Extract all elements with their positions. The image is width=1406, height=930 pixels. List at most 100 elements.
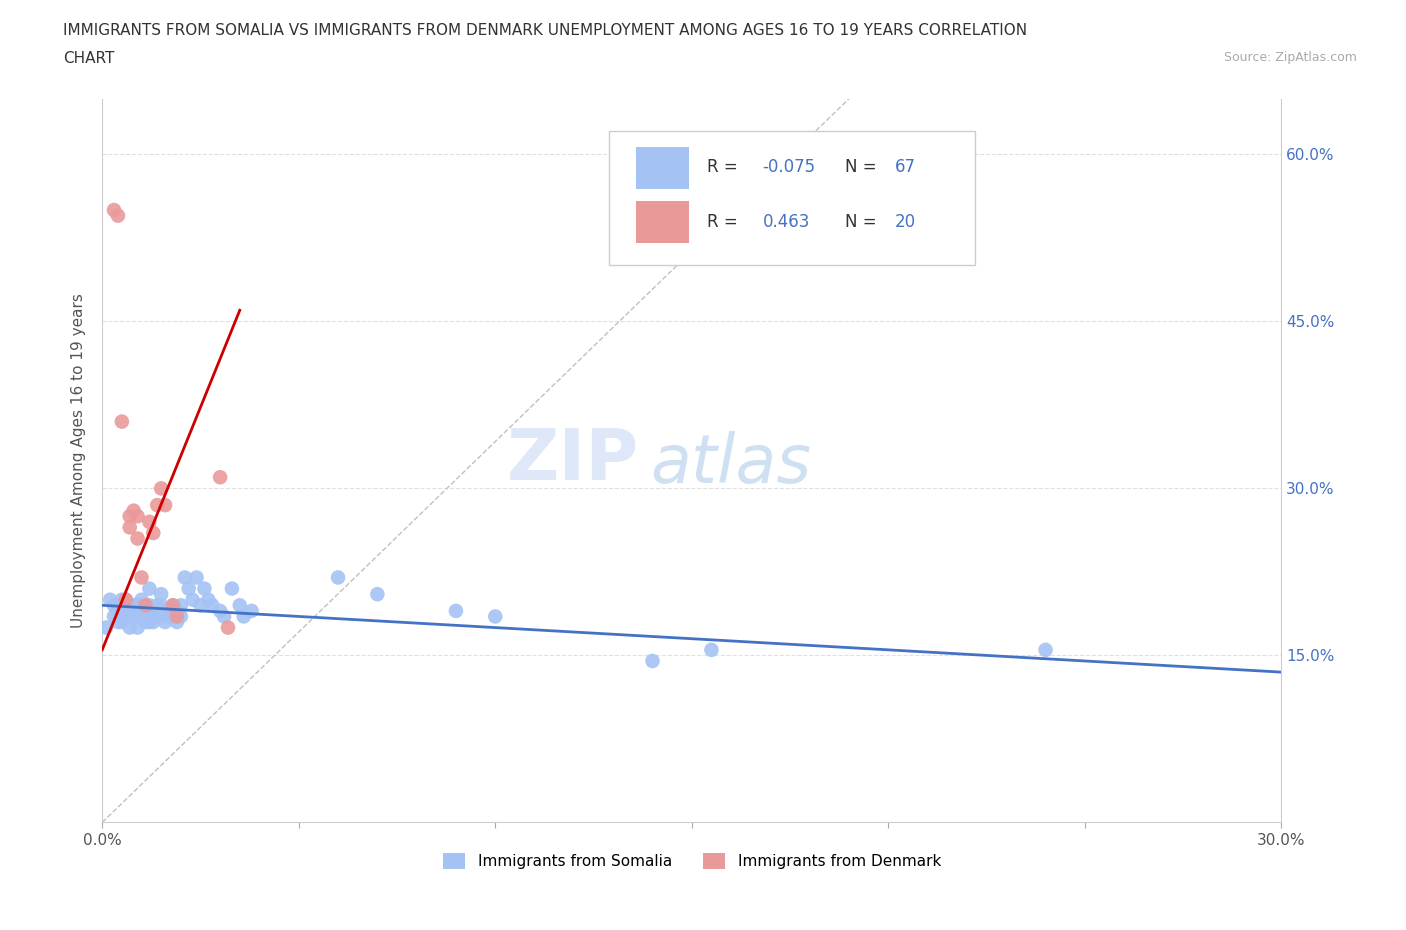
Point: [146, 498, 169, 512]
Point: [146, 598, 169, 613]
Point: [162, 609, 184, 624]
Point: [166, 615, 188, 630]
Point: [162, 598, 184, 613]
Point: [229, 598, 252, 613]
Point: [153, 498, 176, 512]
Text: atlas: atlas: [651, 432, 811, 498]
Point: [232, 609, 254, 624]
Point: [118, 620, 141, 635]
Point: [94, 620, 117, 635]
Point: [118, 509, 141, 524]
Point: [221, 581, 243, 596]
Point: [166, 604, 188, 618]
Point: [212, 609, 235, 624]
Point: [181, 592, 204, 607]
Point: [127, 509, 149, 524]
Text: -0.075: -0.075: [762, 158, 815, 177]
Point: [111, 414, 134, 429]
Point: [153, 604, 176, 618]
Point: [98, 592, 121, 607]
Legend: Immigrants from Somalia, Immigrants from Denmark: Immigrants from Somalia, Immigrants from…: [443, 853, 941, 869]
Point: [186, 570, 208, 585]
Text: 67: 67: [894, 158, 915, 177]
Point: [150, 587, 173, 602]
Point: [114, 592, 136, 607]
Point: [118, 609, 141, 624]
Point: [484, 609, 506, 624]
Point: [150, 609, 173, 624]
Point: [190, 598, 212, 613]
Point: [138, 581, 160, 596]
Point: [127, 531, 149, 546]
Point: [209, 470, 232, 485]
Point: [122, 598, 145, 613]
Point: [111, 598, 134, 613]
Point: [131, 609, 153, 624]
Point: [103, 203, 125, 218]
Point: [111, 615, 134, 630]
Point: [170, 609, 193, 624]
Point: [142, 525, 165, 540]
Point: [138, 615, 160, 630]
Point: [326, 570, 349, 585]
Bar: [637, 147, 689, 189]
Text: ZIP: ZIP: [506, 426, 638, 495]
Point: [162, 598, 184, 613]
Point: [134, 604, 156, 618]
Point: [173, 570, 195, 585]
Y-axis label: Unemployment Among Ages 16 to 19 years: Unemployment Among Ages 16 to 19 years: [72, 293, 86, 628]
Point: [217, 620, 239, 635]
Point: [122, 503, 145, 518]
Bar: [637, 202, 689, 244]
Point: [103, 609, 125, 624]
Point: [641, 654, 664, 669]
Point: [118, 598, 141, 613]
Point: [122, 609, 145, 624]
Point: [197, 592, 219, 607]
Point: [107, 208, 129, 223]
Text: IMMIGRANTS FROM SOMALIA VS IMMIGRANTS FROM DENMARK UNEMPLOYMENT AMONG AGES 16 TO: IMMIGRANTS FROM SOMALIA VS IMMIGRANTS FR…: [63, 23, 1028, 38]
Point: [114, 592, 136, 607]
Point: [114, 598, 136, 613]
Text: R =: R =: [707, 213, 738, 231]
Point: [240, 604, 263, 618]
Point: [1035, 643, 1057, 658]
Text: N =: N =: [845, 158, 877, 177]
Point: [131, 592, 153, 607]
Point: [142, 615, 165, 630]
Point: [366, 587, 388, 602]
Point: [111, 604, 134, 618]
Point: [118, 604, 141, 618]
Text: CHART: CHART: [63, 51, 115, 66]
Point: [134, 615, 156, 630]
Text: Source: ZipAtlas.com: Source: ZipAtlas.com: [1223, 51, 1357, 64]
Point: [209, 604, 232, 618]
Point: [700, 643, 723, 658]
Point: [157, 609, 180, 624]
Point: [193, 581, 215, 596]
Point: [107, 615, 129, 630]
Text: 0.463: 0.463: [762, 213, 810, 231]
Point: [142, 604, 165, 618]
Point: [146, 609, 169, 624]
Point: [134, 598, 156, 613]
Point: [107, 604, 129, 618]
Point: [153, 615, 176, 630]
Point: [150, 598, 173, 613]
Point: [103, 598, 125, 613]
FancyBboxPatch shape: [609, 131, 974, 265]
Point: [138, 598, 160, 613]
Point: [444, 604, 467, 618]
Point: [107, 609, 129, 624]
Point: [138, 514, 160, 529]
Point: [131, 598, 153, 613]
Point: [166, 609, 188, 624]
Point: [131, 570, 153, 585]
Point: [127, 620, 149, 635]
Point: [114, 609, 136, 624]
Point: [118, 520, 141, 535]
Text: N =: N =: [845, 213, 877, 231]
Point: [170, 598, 193, 613]
Point: [150, 481, 173, 496]
Text: R =: R =: [707, 158, 738, 177]
